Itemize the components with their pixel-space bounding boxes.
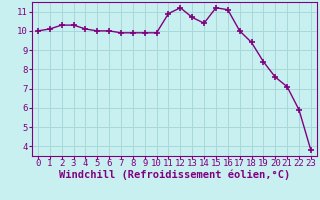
X-axis label: Windchill (Refroidissement éolien,°C): Windchill (Refroidissement éolien,°C) bbox=[59, 169, 290, 180]
